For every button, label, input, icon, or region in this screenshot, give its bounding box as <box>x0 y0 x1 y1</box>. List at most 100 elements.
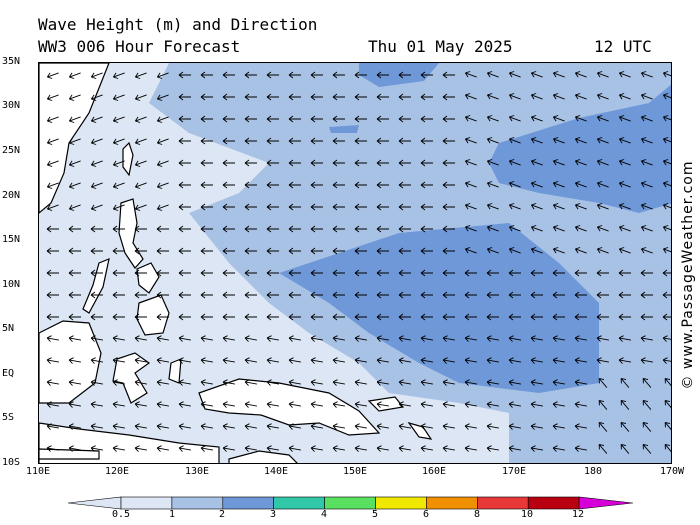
wave-arrow <box>530 115 543 122</box>
wave-arrow <box>222 203 235 211</box>
wave-arrow <box>332 115 345 123</box>
legend-tick: 3 <box>269 509 277 520</box>
wave-arrow <box>156 116 169 123</box>
legend-tick: 1 <box>168 509 176 520</box>
wave-arrow <box>178 291 191 299</box>
wave-arrow <box>178 247 191 255</box>
wave-arrow <box>376 423 389 430</box>
wave-arrow <box>596 71 609 78</box>
wave-arrow <box>222 313 235 321</box>
wave-arrow <box>266 203 279 211</box>
forecast-time: 12 UTC <box>594 37 652 56</box>
wave-arrow <box>376 335 389 342</box>
taiwan-land <box>122 141 134 177</box>
wave-arrow <box>662 225 671 232</box>
lon-label: 170W <box>659 466 685 477</box>
wave-arrow <box>618 225 631 232</box>
new-britain-land <box>367 396 405 412</box>
color-legend <box>68 496 633 510</box>
wave-arrow <box>68 94 81 101</box>
wave-arrow <box>574 357 587 364</box>
wave-arrow <box>112 313 125 321</box>
wave-arrow <box>464 335 477 342</box>
lat-label: 10N <box>2 279 21 290</box>
wave-arrow <box>464 159 477 166</box>
wave-arrow <box>68 357 81 364</box>
wave-arrow <box>486 159 499 166</box>
wave-arrow <box>332 335 345 342</box>
wave-arrow <box>398 379 411 386</box>
wave-arrow <box>178 137 191 145</box>
wave-arrow <box>332 71 345 79</box>
wave-arrow <box>222 335 235 342</box>
wave-arrow <box>266 357 279 364</box>
wave-arrow <box>530 291 543 299</box>
wave-arrow <box>552 225 565 232</box>
wave-arrow <box>332 357 345 364</box>
wave-arrow <box>46 138 59 145</box>
wave-arrow <box>508 71 521 78</box>
wave-arrow <box>200 181 213 189</box>
wave-arrow <box>156 379 169 386</box>
wave-arrow <box>68 116 81 123</box>
legend-swatch <box>476 496 529 510</box>
wave-arrow <box>376 137 389 145</box>
wave-arrow <box>68 379 81 386</box>
wave-arrow <box>112 204 125 211</box>
lat-label: 15N <box>2 234 21 245</box>
wave-height-map[interactable] <box>38 62 672 464</box>
lat-label: 35N <box>2 56 21 67</box>
wave-arrow <box>596 137 609 144</box>
wave-arrow <box>332 159 345 167</box>
wave-arrow <box>574 313 587 321</box>
wave-arrow <box>574 115 587 122</box>
legend-swatch <box>426 496 478 510</box>
wave-arrow <box>112 379 125 386</box>
wave-arrow <box>68 335 81 342</box>
lat-label: 10S <box>2 457 21 468</box>
wave-arrow <box>354 379 367 386</box>
wave-arrow <box>642 421 652 432</box>
wave-arrow <box>178 445 191 452</box>
wave-arrow <box>598 443 608 454</box>
wave-arrow <box>530 93 543 100</box>
wave-arrow <box>508 335 521 342</box>
wave-arrow <box>574 247 587 254</box>
wave-arrow <box>618 71 631 78</box>
wave-arrow <box>178 71 191 79</box>
wave-arrow <box>398 247 411 255</box>
wave-arrow <box>244 137 257 145</box>
wave-arrow <box>156 335 169 342</box>
wave-arrow <box>662 115 671 122</box>
wave-arrow <box>266 313 279 321</box>
wave-arrow <box>486 203 499 210</box>
sea-high-zone <box>489 84 671 213</box>
wave-arrow <box>332 247 345 255</box>
wave-arrow <box>288 225 301 233</box>
wave-arrow <box>134 204 147 211</box>
wave-arrow <box>464 93 477 100</box>
wave-arrow <box>266 247 279 255</box>
wave-arrow <box>288 357 301 364</box>
wave-arrow <box>508 159 521 166</box>
wave-arrow <box>134 116 147 123</box>
wave-arrow <box>530 379 543 386</box>
wave-arrow <box>90 335 103 342</box>
wave-arrow <box>530 159 543 166</box>
wave-arrow <box>664 377 671 388</box>
wave-arrow <box>596 291 609 299</box>
wave-arrow <box>376 445 389 452</box>
wave-arrow <box>508 357 521 364</box>
lon-label: 160E <box>421 466 447 477</box>
wave-arrow <box>354 313 367 321</box>
wave-arrow <box>442 225 455 233</box>
wave-arrow <box>376 247 389 255</box>
legend-tick: 6 <box>422 509 430 520</box>
wave-arrow <box>134 357 147 364</box>
wave-arrow <box>46 72 59 79</box>
wave-arrow <box>46 401 59 408</box>
wave-arrow <box>486 225 499 232</box>
wave-arrow <box>464 137 477 144</box>
wave-arrow <box>552 401 565 408</box>
wave-arrow <box>156 72 169 79</box>
